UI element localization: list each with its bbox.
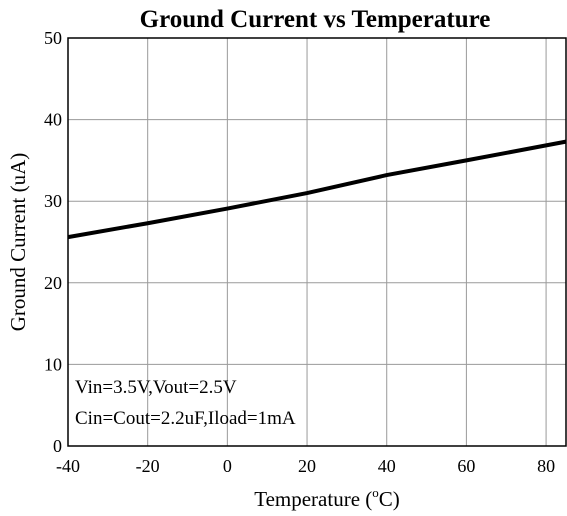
x-axis-title-degree: o (372, 485, 379, 500)
chart-title: Ground Current vs Temperature (140, 6, 491, 33)
x-tick-label: -20 (136, 456, 160, 476)
horizontal-gridlines (68, 119, 566, 365)
x-tick-labels: -40 -20 0 20 40 60 80 (56, 456, 555, 476)
y-axis-title: Ground Current (uA) (6, 153, 30, 331)
x-tick-label: 40 (378, 456, 396, 476)
vertical-gridlines (147, 38, 547, 446)
y-tick-labels: 0 10 20 30 40 50 (44, 28, 62, 456)
x-tick-label: 80 (537, 456, 555, 476)
x-axis-title-main: Temperature ( (254, 487, 372, 511)
plot-frame (67, 37, 567, 447)
y-tick-label: 0 (53, 436, 62, 456)
annotation-vin-vout: Vin=3.5V,Vout=2.5V (75, 377, 237, 398)
x-axis-title: Temperature (oC) (254, 485, 400, 511)
y-tick-label: 30 (44, 191, 62, 211)
series-layer (67, 139, 567, 240)
y-tick-label: 50 (44, 28, 62, 48)
series-line-ground-current (67, 139, 567, 240)
x-tick-label: -40 (56, 456, 80, 476)
x-tick-label: 20 (298, 456, 316, 476)
annotation-cin-cout-iload: Cin=Cout=2.2uF,Iload=1mA (75, 408, 296, 429)
x-tick-label: 0 (223, 456, 232, 476)
x-tick-label: 60 (457, 456, 475, 476)
y-tick-label: 40 (44, 110, 62, 130)
y-tick-label: 20 (44, 273, 62, 293)
y-tick-label: 10 (44, 354, 62, 374)
x-axis-title-unit: C) (379, 487, 400, 511)
